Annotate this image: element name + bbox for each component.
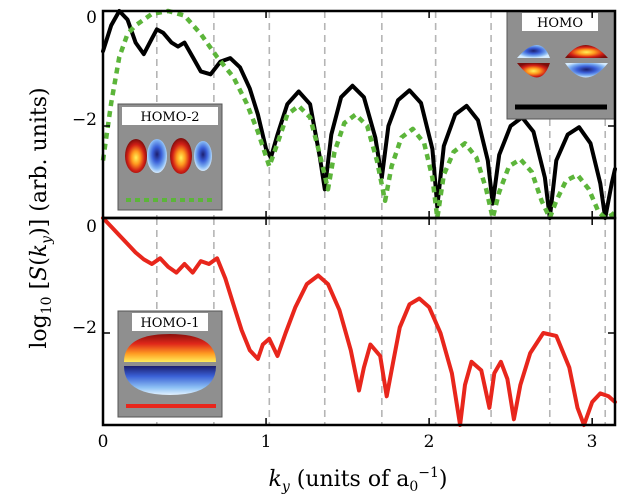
grid-lines-bottom xyxy=(156,218,607,425)
inset-homo: HOMO xyxy=(506,10,616,120)
inset-title-homo-1: HOMO-1 xyxy=(140,316,199,331)
tick-marks xyxy=(102,10,615,425)
series-bottom xyxy=(101,216,617,427)
x-tick-label-1: 1 xyxy=(261,432,272,452)
y-tick-label-top-1: −2 xyxy=(72,110,97,130)
x-tick-label-0: 0 xyxy=(98,432,109,452)
x-tick-label-2: 2 xyxy=(424,432,435,452)
plot-frame-bottom xyxy=(101,216,617,427)
y-tick-label-bottom-0: 0 xyxy=(86,217,97,237)
x-tick-label-3: 3 xyxy=(587,432,598,452)
inset-title-homo-2: HOMO-2 xyxy=(140,110,199,125)
y-tick-label-bottom-1: −2 xyxy=(72,318,97,338)
inset-title-homo: HOMO xyxy=(537,16,583,31)
orbital-homo-2-picture xyxy=(125,138,212,174)
orbital-homo-1-picture xyxy=(124,334,216,395)
series-top xyxy=(100,8,617,221)
series-line-homo-1 xyxy=(101,216,617,427)
series-line-homo xyxy=(101,9,617,220)
orbital-homo-picture xyxy=(517,45,608,78)
series-line-homo-2 xyxy=(100,8,617,221)
x-axis-label: ky (units of a0−1) xyxy=(269,465,448,495)
y-tick-label-top-0: 0 xyxy=(86,8,97,28)
inset-homo-2: HOMO-2 xyxy=(117,103,223,211)
inset-homo-1: HOMO-1 xyxy=(117,310,223,418)
y-axis-label: log10 [S(ky)] (arb. units) xyxy=(27,87,55,348)
